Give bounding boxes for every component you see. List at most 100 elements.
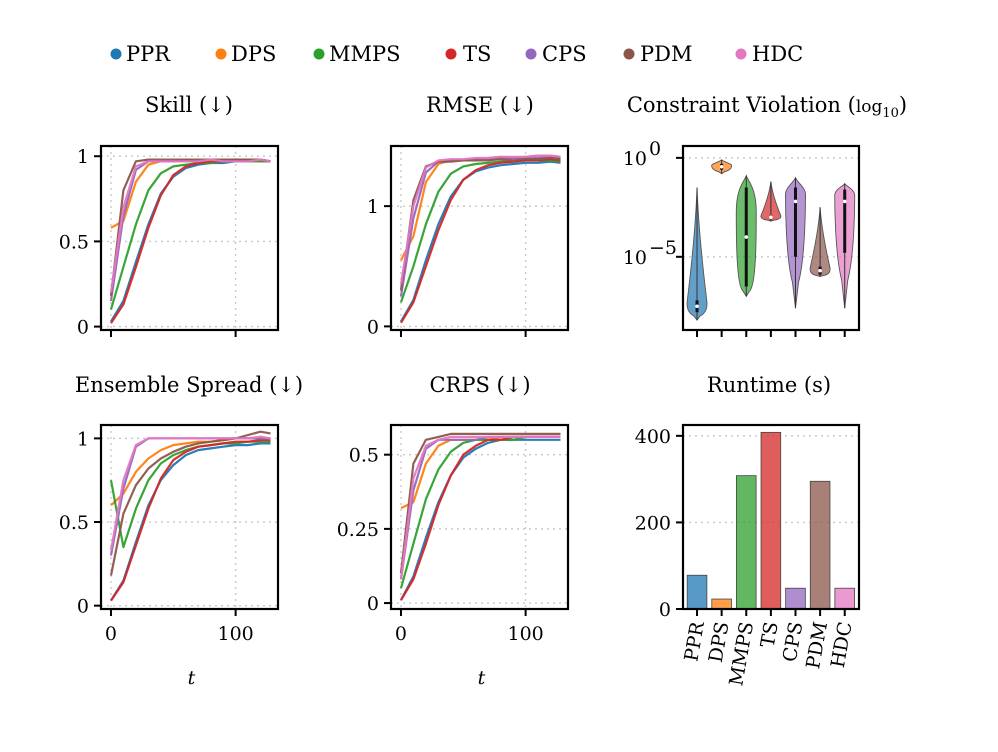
skill-ytick-label: 1 [77,146,89,168]
rmse-plot: 01 [367,144,570,338]
legend-item-ts: TS [445,42,491,66]
runtime-bar-ppr [686,574,708,610]
crps-line-mmps [399,435,561,589]
spread-line-hdc [109,435,271,551]
legend-item-dps: DPS [215,42,276,66]
runtime-xtick-label: TS [757,620,783,649]
legend-marker-cps [525,48,537,60]
runtime-ytick-label: 400 [635,426,671,448]
legend-marker-dps [215,48,227,60]
cv-median-dps [719,164,724,169]
rmse-line-ts [400,158,561,324]
legend-marker-ppr [110,48,122,60]
crps-xtick-label: 100 [507,623,543,645]
rmse-line-hdc [399,154,561,285]
legend-item-cps: CPS [525,42,587,66]
runtime-ytick-label: 200 [635,512,671,534]
crps-line-hdc [399,435,561,580]
skill-title: Skill (↓) [145,93,233,117]
crps-line-ppr [400,438,561,601]
constraint-violation-plot: 10 010 −5 [623,138,861,337]
crps-line-ts [400,435,561,601]
rmse-line-cps [399,155,561,297]
runtime-title: Runtime (s) [707,373,831,397]
crps-xlabel: t [478,667,486,689]
spread-ytick-label: 0.5 [59,512,89,534]
crps-ytick-label: 0 [367,593,379,615]
crps-line-cps [399,435,561,580]
constraint-violation-title: Constraint Violation (log10) [627,93,907,121]
crps-ytick-label: 0.5 [349,445,379,467]
rmse-title: RMSE (↓) [426,93,534,117]
legend-marker-ts [445,48,457,60]
legend: PPR DPS MMPS TS CPS PDM HDC [110,42,803,66]
cv-frame [681,144,861,332]
legend-marker-mmps [313,48,325,60]
rmse-ytick-label: 1 [367,196,379,218]
legend-item-pdm: PDM [623,42,692,66]
runtime-bar-mmps [736,475,757,610]
legend-label-ts: TS [463,42,491,66]
runtime-ytick-label: 0 [659,599,671,621]
ensemble-spread-title: Ensemble Spread (↓) [75,373,303,397]
skill-frame [99,144,280,332]
runtime-bar-pdm [809,480,831,610]
cv-median-ppr [695,304,699,309]
legend-label-mmps: MMPS [329,42,401,66]
crps-plot: 0 0.25 0.5 0 100 t [337,423,570,689]
legend-label-dps: DPS [231,42,276,66]
cv-median-hdc [842,199,847,204]
spread-line-ts [110,439,271,602]
runtime-bar-hdc [834,587,855,610]
spread-ytick-label: 1 [77,428,89,450]
legend-item-ppr: PPR [110,42,171,66]
rmse-line-ppr [400,160,561,323]
spread-xlabel: t [188,667,196,689]
legend-item-hdc: HDC [735,42,803,66]
cv-ytick-exponent: −5 [649,237,677,259]
spread-ytick-label: 0 [77,596,89,618]
cv-median-cps [793,199,798,204]
rmse-ytick-label: 0 [367,316,379,338]
legend-label-cps: CPS [542,42,587,66]
spread-line-pdm [109,430,271,576]
cv-median-pdm [818,268,822,273]
spread-frame [99,423,280,611]
cv-median-mmps [744,235,749,239]
cv-ytick-label: 10 [623,148,647,170]
skill-ytick-label: 0.5 [59,231,89,253]
crps-xtick-label: 0 [395,623,407,645]
ensemble-spread-plot: 0 0.5 1 0 100 t [59,423,280,689]
crps-line-pdm [399,432,561,574]
spread-line-mmps [109,440,271,549]
runtime-bar-ts [760,431,782,610]
skill-line-hdc [109,158,271,293]
legend-label-hdc: HDC [752,42,803,66]
spread-xtick-label: 0 [105,623,117,645]
runtime-bar-cps [785,587,806,610]
runtime-bar-dps [711,598,732,610]
legend-marker-hdc [735,48,747,60]
legend-label-ppr: PPR [126,42,171,66]
skill-plot: 00.51 [59,144,280,339]
legend-item-mmps: MMPS [313,42,401,66]
runtime-frame [681,423,861,611]
constraint-title-sub: 10 [882,106,899,121]
crps-frame [389,423,570,611]
cv-ytick-label: 10 [623,247,647,269]
constraint-title-main: Constraint Violation ( [627,93,856,117]
constraint-title-log: log [856,97,883,117]
crps-ytick-label: 0.25 [337,519,379,541]
legend-label-pdm: PDM [640,42,692,66]
spread-line-cps [109,437,271,556]
constraint-title-close: ) [899,93,907,117]
skill-ytick-label: 0 [77,317,89,339]
legend-marker-pdm [623,48,635,60]
cv-ytick-exponent: 0 [649,138,661,160]
rmse-frame [389,144,570,332]
spread-xtick-label: 100 [217,623,253,645]
crps-title: CRPS (↓) [429,373,530,397]
skill-line-pdm [109,158,271,297]
